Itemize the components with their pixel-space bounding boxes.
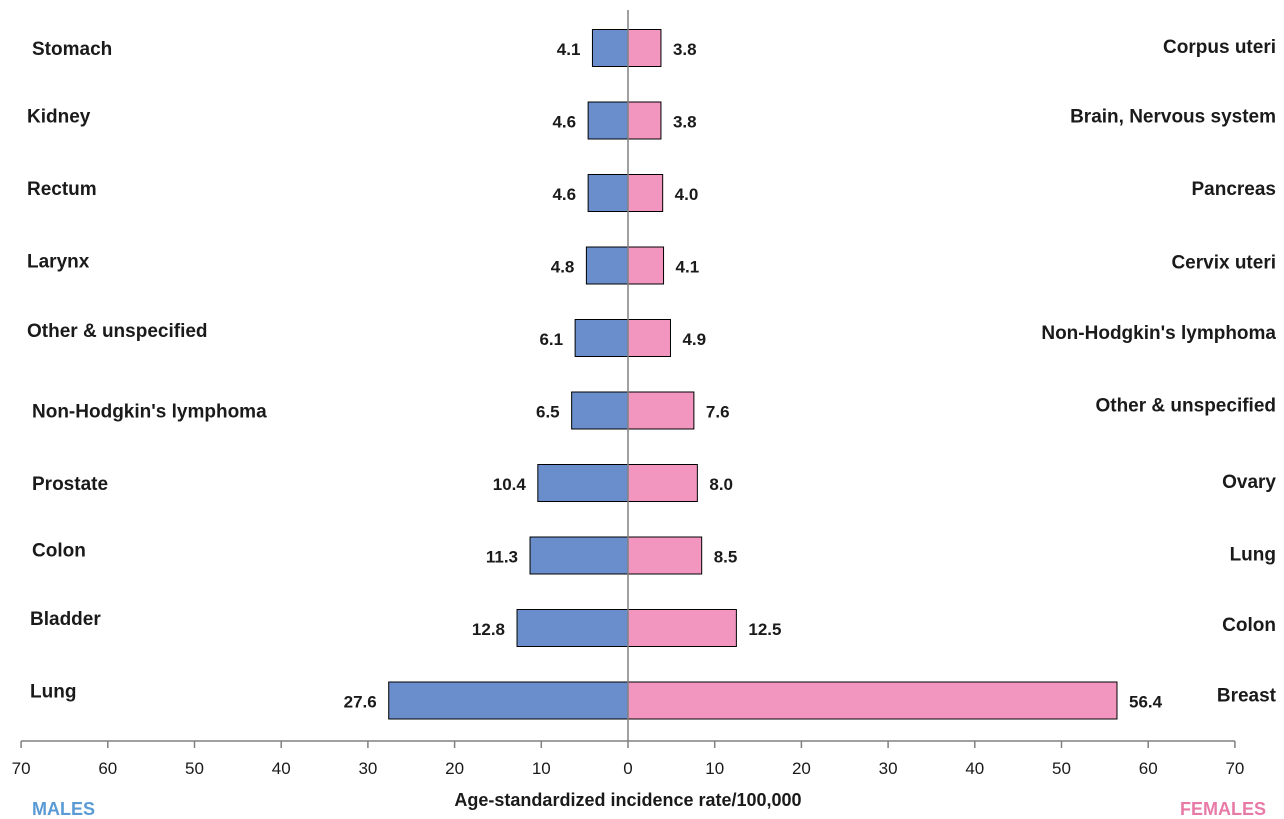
male-bar xyxy=(585,246,629,285)
males-side-label: MALES xyxy=(32,799,95,819)
x-axis-title: Age-standardized incidence rate/100,000 xyxy=(454,790,801,810)
x-axis-tick-label: 30 xyxy=(358,759,377,778)
male-category-label: Colon xyxy=(32,541,86,562)
male-bar xyxy=(537,464,629,502)
male-bar xyxy=(587,174,629,212)
female-bar xyxy=(627,174,664,212)
x-axis-tick-label: 70 xyxy=(1225,759,1244,778)
male-category-label: Non-Hodgkin's lymphoma xyxy=(32,402,267,423)
male-bar xyxy=(587,101,629,140)
x-axis-tick-label: 20 xyxy=(445,759,464,778)
female-category-label: Breast xyxy=(1217,686,1277,707)
x-axis-tick-label: 10 xyxy=(532,759,551,778)
female-value-label: 4.1 xyxy=(676,258,700,277)
male-category-label: Lung xyxy=(30,682,76,703)
male-value-label: 27.6 xyxy=(344,693,377,712)
male-bar xyxy=(591,29,629,67)
male-bar xyxy=(574,319,629,357)
x-axis-tick-label: 50 xyxy=(185,759,204,778)
female-category-label: Cervix uteri xyxy=(1171,253,1276,274)
male-value-label: 10.4 xyxy=(493,475,527,494)
female-value-label: 8.0 xyxy=(709,475,733,494)
x-axis-tick-label: 60 xyxy=(98,759,117,778)
female-value-label: 3.8 xyxy=(673,40,697,59)
female-bar xyxy=(627,319,671,357)
male-value-label: 6.5 xyxy=(536,403,560,422)
male-bar xyxy=(529,536,629,575)
x-axis-tick-label: 10 xyxy=(705,759,724,778)
male-value-label: 4.8 xyxy=(551,258,575,277)
male-category-label: Rectum xyxy=(27,179,97,200)
x-axis-tick-label: 40 xyxy=(965,759,984,778)
female-value-label: 4.0 xyxy=(675,185,699,204)
female-value-label: 12.5 xyxy=(748,620,781,639)
female-category-label: Brain, Nervous system xyxy=(1070,107,1276,128)
female-bar xyxy=(627,246,665,285)
female-value-label: 8.5 xyxy=(714,548,738,567)
x-axis-tick-label: 50 xyxy=(1052,759,1071,778)
male-category-label: Prostate xyxy=(32,474,108,495)
female-bar xyxy=(627,101,662,140)
male-bar xyxy=(516,609,629,647)
female-category-label: Lung xyxy=(1230,545,1276,566)
female-value-label: 4.9 xyxy=(682,330,706,349)
male-value-label: 6.1 xyxy=(539,330,563,349)
male-category-label: Bladder xyxy=(30,609,101,630)
female-bar xyxy=(627,681,1118,720)
male-category-label: Stomach xyxy=(32,39,112,60)
male-value-label: 4.6 xyxy=(552,185,576,204)
male-bar xyxy=(571,391,629,430)
male-category-label: Larynx xyxy=(27,252,90,273)
female-bar xyxy=(627,29,662,67)
female-value-label: 7.6 xyxy=(706,403,730,422)
female-value-label: 3.8 xyxy=(673,113,697,132)
male-category-label: Other & unspecified xyxy=(27,321,208,342)
female-bar xyxy=(627,391,695,430)
male-category-label: Kidney xyxy=(27,107,91,128)
x-axis-tick-label: 30 xyxy=(879,759,898,778)
female-category-label: Corpus uteri xyxy=(1163,37,1276,58)
male-bar xyxy=(388,681,629,720)
female-bar xyxy=(627,536,703,575)
x-axis-tick-label: 20 xyxy=(792,759,811,778)
females-side-label: FEMALES xyxy=(1180,799,1266,819)
female-category-label: Pancreas xyxy=(1191,179,1276,200)
male-value-label: 4.6 xyxy=(552,113,576,132)
female-category-label: Ovary xyxy=(1222,472,1276,493)
male-value-label: 4.1 xyxy=(557,40,581,59)
female-category-label: Other & unspecified xyxy=(1095,396,1276,417)
x-axis-tick-label: 0 xyxy=(623,759,632,778)
x-axis-tick-label: 60 xyxy=(1139,759,1158,778)
x-axis-tick-label: 70 xyxy=(12,759,31,778)
x-axis-tick-label: 40 xyxy=(272,759,291,778)
female-bar xyxy=(627,609,737,647)
male-value-label: 11.3 xyxy=(486,548,518,567)
female-bar xyxy=(627,464,698,502)
female-category-label: Colon xyxy=(1222,615,1276,636)
male-value-label: 12.8 xyxy=(472,620,505,639)
female-value-label: 56.4 xyxy=(1129,693,1163,712)
female-category-label: Non-Hodgkin's lymphoma xyxy=(1041,323,1276,344)
